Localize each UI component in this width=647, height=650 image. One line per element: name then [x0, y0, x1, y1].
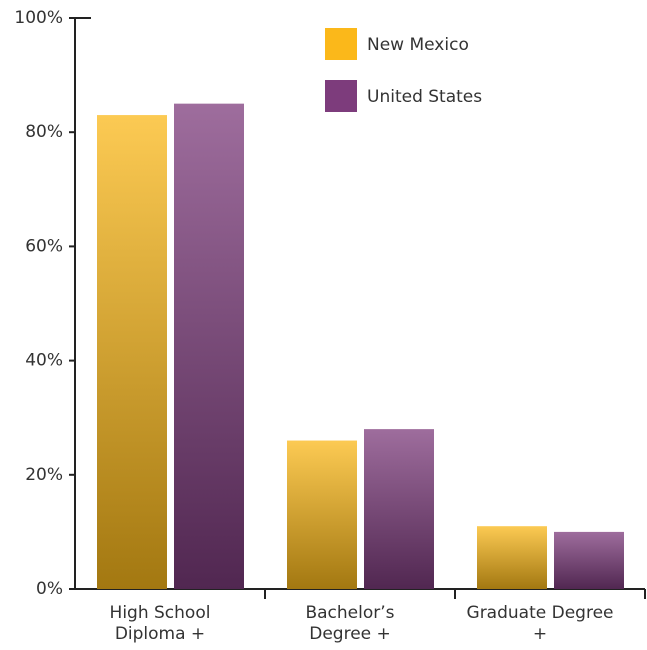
bar [174, 103, 244, 590]
x-tick-label: High School Diploma + [109, 603, 211, 644]
y-tick-label: 100% [14, 8, 63, 28]
bar [364, 429, 434, 589]
y-tick-label: 20% [25, 465, 63, 485]
y-tick-label: 0% [36, 579, 63, 599]
y-tick-label: 60% [25, 236, 63, 256]
y-tick-label: 40% [25, 351, 63, 371]
bar [477, 526, 547, 589]
legend-label: New Mexico [367, 35, 469, 55]
bar [554, 531, 624, 589]
bar [287, 440, 357, 589]
x-tick-label: Bachelor’s Degree + [305, 603, 395, 644]
y-tick-label: 80% [25, 122, 63, 142]
legend-swatch [325, 80, 357, 112]
x-tick-label: Graduate Degree + [466, 603, 614, 644]
legend-label: United States [367, 87, 482, 107]
legend-swatch [325, 28, 357, 60]
bar [97, 115, 167, 589]
